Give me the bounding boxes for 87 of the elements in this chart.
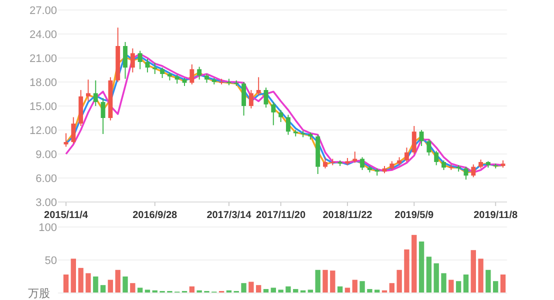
bar bbox=[248, 282, 254, 293]
candlestick bbox=[160, 67, 165, 78]
candlestick bbox=[138, 50, 142, 70]
bar bbox=[93, 276, 98, 293]
y-axis-title: 万股 bbox=[28, 288, 50, 300]
bar bbox=[70, 258, 76, 293]
bar bbox=[86, 273, 91, 293]
candlestick bbox=[464, 166, 468, 180]
candlestick bbox=[286, 114, 290, 136]
y-tick-label: 18.00 bbox=[29, 77, 57, 89]
bar bbox=[418, 242, 424, 293]
bar bbox=[115, 270, 120, 293]
bar bbox=[78, 268, 84, 293]
candlestick bbox=[256, 76, 261, 96]
bar bbox=[322, 270, 328, 293]
y-tick-label: 15.00 bbox=[29, 101, 57, 113]
bar bbox=[352, 280, 358, 293]
y-tick-label: 3.00 bbox=[36, 197, 57, 209]
y-tick-label: 9.00 bbox=[36, 149, 57, 161]
bar bbox=[63, 274, 69, 293]
bar bbox=[441, 273, 446, 293]
bar bbox=[360, 281, 365, 293]
candlestick bbox=[197, 66, 202, 80]
x-tick-label: 2017/11/20 bbox=[256, 210, 306, 221]
bar bbox=[493, 281, 498, 293]
candlestick bbox=[152, 62, 158, 74]
y-tick-label: 12.00 bbox=[29, 125, 57, 137]
bar bbox=[330, 270, 336, 293]
candlestick bbox=[323, 156, 328, 169]
bar bbox=[241, 283, 246, 293]
x-tick-label: 2016/9/28 bbox=[132, 210, 178, 221]
bar bbox=[315, 270, 320, 293]
candlestick bbox=[86, 79, 90, 102]
candlestick bbox=[442, 160, 446, 170]
bar bbox=[456, 281, 462, 293]
bar bbox=[470, 250, 476, 293]
bar bbox=[270, 288, 276, 293]
bar bbox=[448, 280, 454, 293]
x-tick-label: 2018/11/22 bbox=[322, 210, 373, 221]
bar bbox=[130, 283, 136, 293]
x-tick-label: 2019/5/9 bbox=[394, 210, 434, 221]
x-tick-label: 2017/3/14 bbox=[206, 210, 252, 221]
x-tick-label: 2019/11/8 bbox=[474, 210, 518, 221]
bar bbox=[426, 256, 432, 293]
y-tick-label: 27.00 bbox=[29, 5, 57, 17]
y-tick-label: 50 bbox=[44, 255, 57, 267]
bar bbox=[367, 289, 372, 293]
candlestick bbox=[434, 150, 439, 166]
bar bbox=[434, 263, 439, 293]
candlestick bbox=[264, 87, 268, 108]
bar bbox=[478, 258, 484, 293]
candlestick bbox=[190, 64, 194, 85]
bar bbox=[137, 288, 143, 293]
candlestick bbox=[100, 98, 106, 134]
candlestick bbox=[242, 82, 246, 116]
y-tick-label: 21.00 bbox=[29, 53, 57, 65]
bar bbox=[500, 274, 506, 293]
bar bbox=[122, 276, 128, 293]
bar bbox=[108, 280, 114, 293]
bar bbox=[278, 290, 284, 293]
candlestick bbox=[71, 116, 76, 144]
candlestick bbox=[426, 139, 432, 156]
candlestick bbox=[64, 132, 68, 148]
bar bbox=[463, 274, 469, 293]
candlestick bbox=[248, 90, 254, 109]
y-tick-label: 24.00 bbox=[29, 29, 57, 41]
candlestick bbox=[278, 110, 284, 122]
candlestick bbox=[412, 126, 416, 154]
bar bbox=[256, 285, 262, 293]
candlestick bbox=[404, 147, 409, 162]
bar bbox=[396, 270, 402, 293]
candlestick bbox=[471, 164, 476, 178]
bar bbox=[286, 286, 291, 293]
bar bbox=[389, 283, 394, 293]
bar bbox=[344, 288, 350, 293]
bar bbox=[412, 234, 417, 293]
bar bbox=[100, 285, 106, 293]
candlestick bbox=[130, 48, 135, 73]
candlestick bbox=[271, 102, 276, 126]
x-tick-label: 2015/11/4 bbox=[44, 210, 88, 221]
bar bbox=[486, 270, 491, 293]
y-tick-label: 100 bbox=[38, 222, 57, 234]
bar bbox=[404, 249, 410, 293]
y-tick-label: 6.00 bbox=[36, 173, 57, 185]
candlestick bbox=[93, 80, 98, 106]
candlestick bbox=[123, 42, 128, 80]
candlestick bbox=[360, 156, 364, 170]
